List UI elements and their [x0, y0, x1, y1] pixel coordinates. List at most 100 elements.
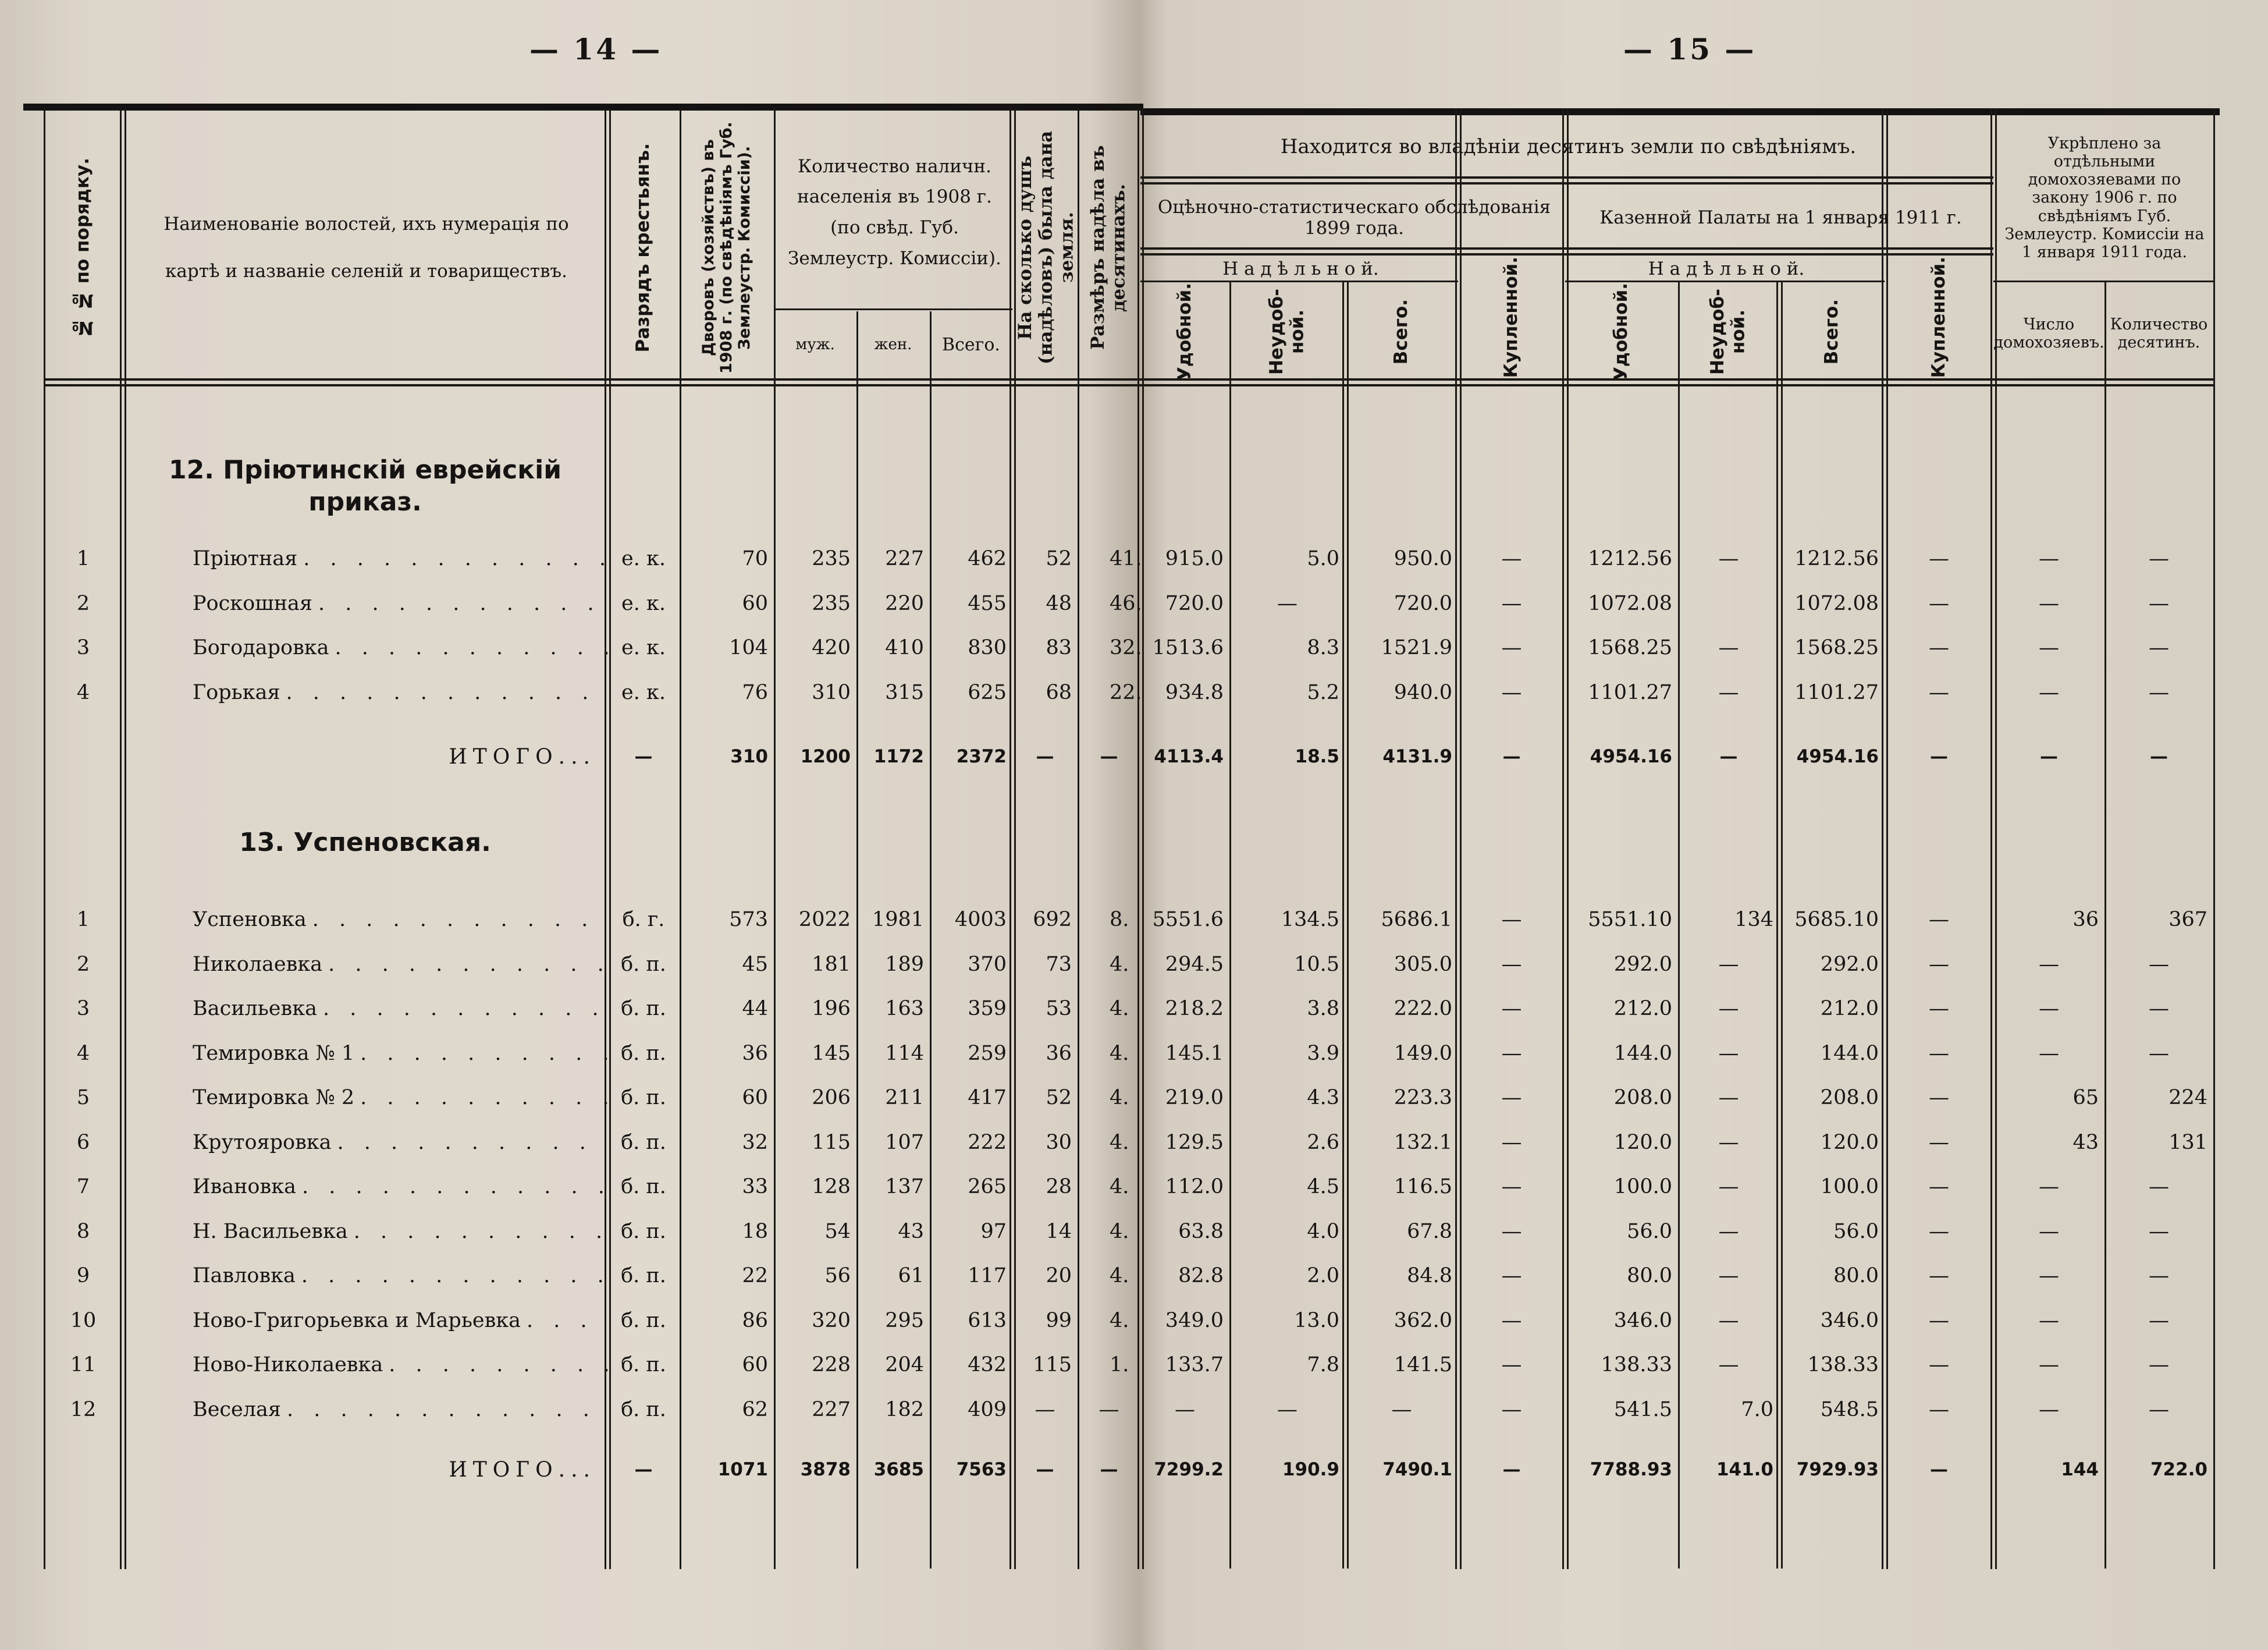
dot-leader: . . . . . . . . . . . . . . . . . . . . …	[328, 952, 607, 976]
table-cell: 206	[812, 1086, 851, 1109]
table-row: 9 Павловка. . . . . . . . . . . . . . . .…	[0, 1258, 2268, 1293]
table-cell: —	[1929, 908, 1949, 931]
table-cell: 3.8	[1307, 997, 1339, 1020]
table-row: 12 Веселая. . . . . . . . . . . . . . . .…	[0, 1392, 2268, 1427]
table-cell: 163	[885, 997, 924, 1020]
table-cell: 1071	[717, 1459, 768, 1480]
header-sum: Всего.	[1779, 285, 1885, 378]
table-cell: 915.0	[1165, 547, 1224, 570]
table-cell: —	[1099, 1397, 1119, 1421]
table-cell: 11	[70, 1353, 97, 1376]
table-cell: —	[1929, 1219, 1949, 1243]
column-line	[1678, 282, 1680, 1569]
table-cell: 5.2	[1307, 680, 1339, 704]
header-sum-text: Всего.	[1391, 299, 1412, 365]
table-cell: 220	[885, 591, 924, 615]
table-cell: 934.8	[1165, 680, 1224, 704]
table-cell: 6	[76, 1130, 90, 1154]
table-row: 2 Роскошная. . . . . . . . . . . . . . . …	[0, 586, 2268, 621]
settlement-name: Богодаровка . . . . . . . . . . . . . . .…	[123, 630, 607, 665]
table-cell: 204	[885, 1353, 924, 1376]
table-cell: б. п.	[621, 952, 666, 976]
dot-leader: . . . . . . . . . . . . . . . . . . . . …	[312, 908, 607, 931]
table-row: 3 Васильевка. . . . . . . . . . . . . . .…	[0, 991, 2268, 1026]
table-cell: 120.0	[1820, 1130, 1879, 1154]
table-row: 6 Крутояровка. . . . . . . . . . . . . . …	[0, 1125, 2268, 1160]
name-text: ИТОГО...	[449, 1457, 596, 1482]
table-cell: —	[1502, 1459, 1521, 1480]
column-line	[1776, 282, 1778, 1569]
table-cell: —	[1929, 591, 1949, 615]
column-line	[120, 108, 122, 1569]
table-cell: 7.8	[1307, 1353, 1339, 1376]
table-cell: —	[1930, 746, 1948, 767]
table-cell: 131	[2169, 1130, 2207, 1154]
table-cell: 3685	[873, 1459, 924, 1480]
dot-leader: . . . . . . . . . . . . . . . . . . . . …	[360, 1086, 607, 1109]
table-cell: 4003	[954, 908, 1007, 931]
table-cell: 3	[76, 636, 90, 659]
table-cell: 28	[1046, 1175, 1072, 1198]
header-population: Количество наличн. населенія въ 1908 г. …	[788, 155, 1001, 269]
table-row: 3 Богодаровка . . . . . . . . . . . . . . …	[0, 630, 2268, 665]
table-cell: —	[1100, 746, 1118, 767]
column-line	[1882, 108, 1883, 1569]
table-cell: —	[2039, 1219, 2059, 1243]
table-cell: 1101.27	[1588, 680, 1672, 704]
table-cell: 5686.1	[1381, 908, 1452, 931]
table-cell: 32	[742, 1130, 768, 1154]
table-cell: 132.1	[1393, 1130, 1452, 1154]
table-cell: —	[1718, 997, 1739, 1020]
table-cell: 138.33	[1601, 1353, 1672, 1376]
table-cell: 134	[1734, 908, 1773, 931]
table-cell: —	[1501, 997, 1522, 1020]
table-cell: —	[2149, 1397, 2169, 1421]
table-cell: 222.0	[1393, 997, 1452, 1020]
table-cell: —	[2149, 1219, 2169, 1243]
table-cell: —	[2039, 1308, 2059, 1332]
table-cell: 1212.56	[1588, 547, 1672, 570]
settlement-name: Ивановка. . . . . . . . . . . . . . . . …	[123, 1169, 607, 1204]
table-cell: 4	[76, 680, 90, 704]
name-text: ИТОГО...	[449, 744, 596, 769]
header-nonarable-text: Неудоб- ной.	[1265, 288, 1308, 375]
table-cell: 104	[729, 636, 768, 659]
column-line	[1137, 108, 1139, 1569]
table-cell: 224	[2169, 1086, 2207, 1109]
column-line	[44, 108, 45, 1569]
column-line	[1562, 108, 1564, 1569]
table-cell: 134.5	[1281, 908, 1339, 931]
dot-leader: . . . . . . . . . . . . . . . . . . . . …	[353, 1219, 607, 1243]
name-text: Горькая	[193, 680, 280, 704]
table-cell: —	[1929, 1041, 1949, 1065]
table-cell: —	[2039, 997, 2059, 1020]
column-line	[2213, 108, 2215, 1569]
table-cell: 228	[812, 1353, 851, 1376]
table-cell: 53	[1046, 997, 1072, 1020]
table-cell: —	[2149, 1264, 2169, 1287]
table-row: 4 Темировка № 1. . . . . . . . . . . . . …	[0, 1036, 2268, 1071]
table-cell: 940.0	[1393, 680, 1452, 704]
column-line	[1455, 108, 1457, 1569]
name-text: Успеновка	[193, 908, 307, 931]
header-allot-size-text: Размѣръ надѣла въ десятинахъ.	[1087, 145, 1129, 350]
header-female: жен.	[874, 336, 912, 354]
table-cell: 235	[812, 547, 851, 570]
dot-leader: . . . . . . . . . . . . . . . . . . . . …	[335, 636, 607, 659]
table-cell: 259	[968, 1041, 1007, 1065]
table-cell: 692	[1033, 908, 1072, 931]
table-cell: 100.0	[1613, 1175, 1672, 1198]
table-cell: —	[2039, 1353, 2059, 1376]
name-text: Крутояровка	[193, 1130, 332, 1154]
table-cell: —	[2149, 591, 2169, 615]
name-text: Н. Васильевка	[193, 1219, 348, 1243]
table-cell: —	[1718, 1041, 1739, 1065]
header-male: муж.	[795, 336, 835, 354]
table-cell: 120.0	[1613, 1130, 1672, 1154]
table-cell: 133.7	[1165, 1353, 1224, 1376]
table-cell: 116.5	[1393, 1175, 1452, 1198]
table-cell: 7.0	[1741, 1397, 1773, 1421]
dot-leader: . . . . . . . . . . . . . . . . . . . . …	[337, 1130, 607, 1154]
table-cell: е. к.	[621, 636, 666, 659]
table-cell: 212.0	[1820, 997, 1879, 1020]
